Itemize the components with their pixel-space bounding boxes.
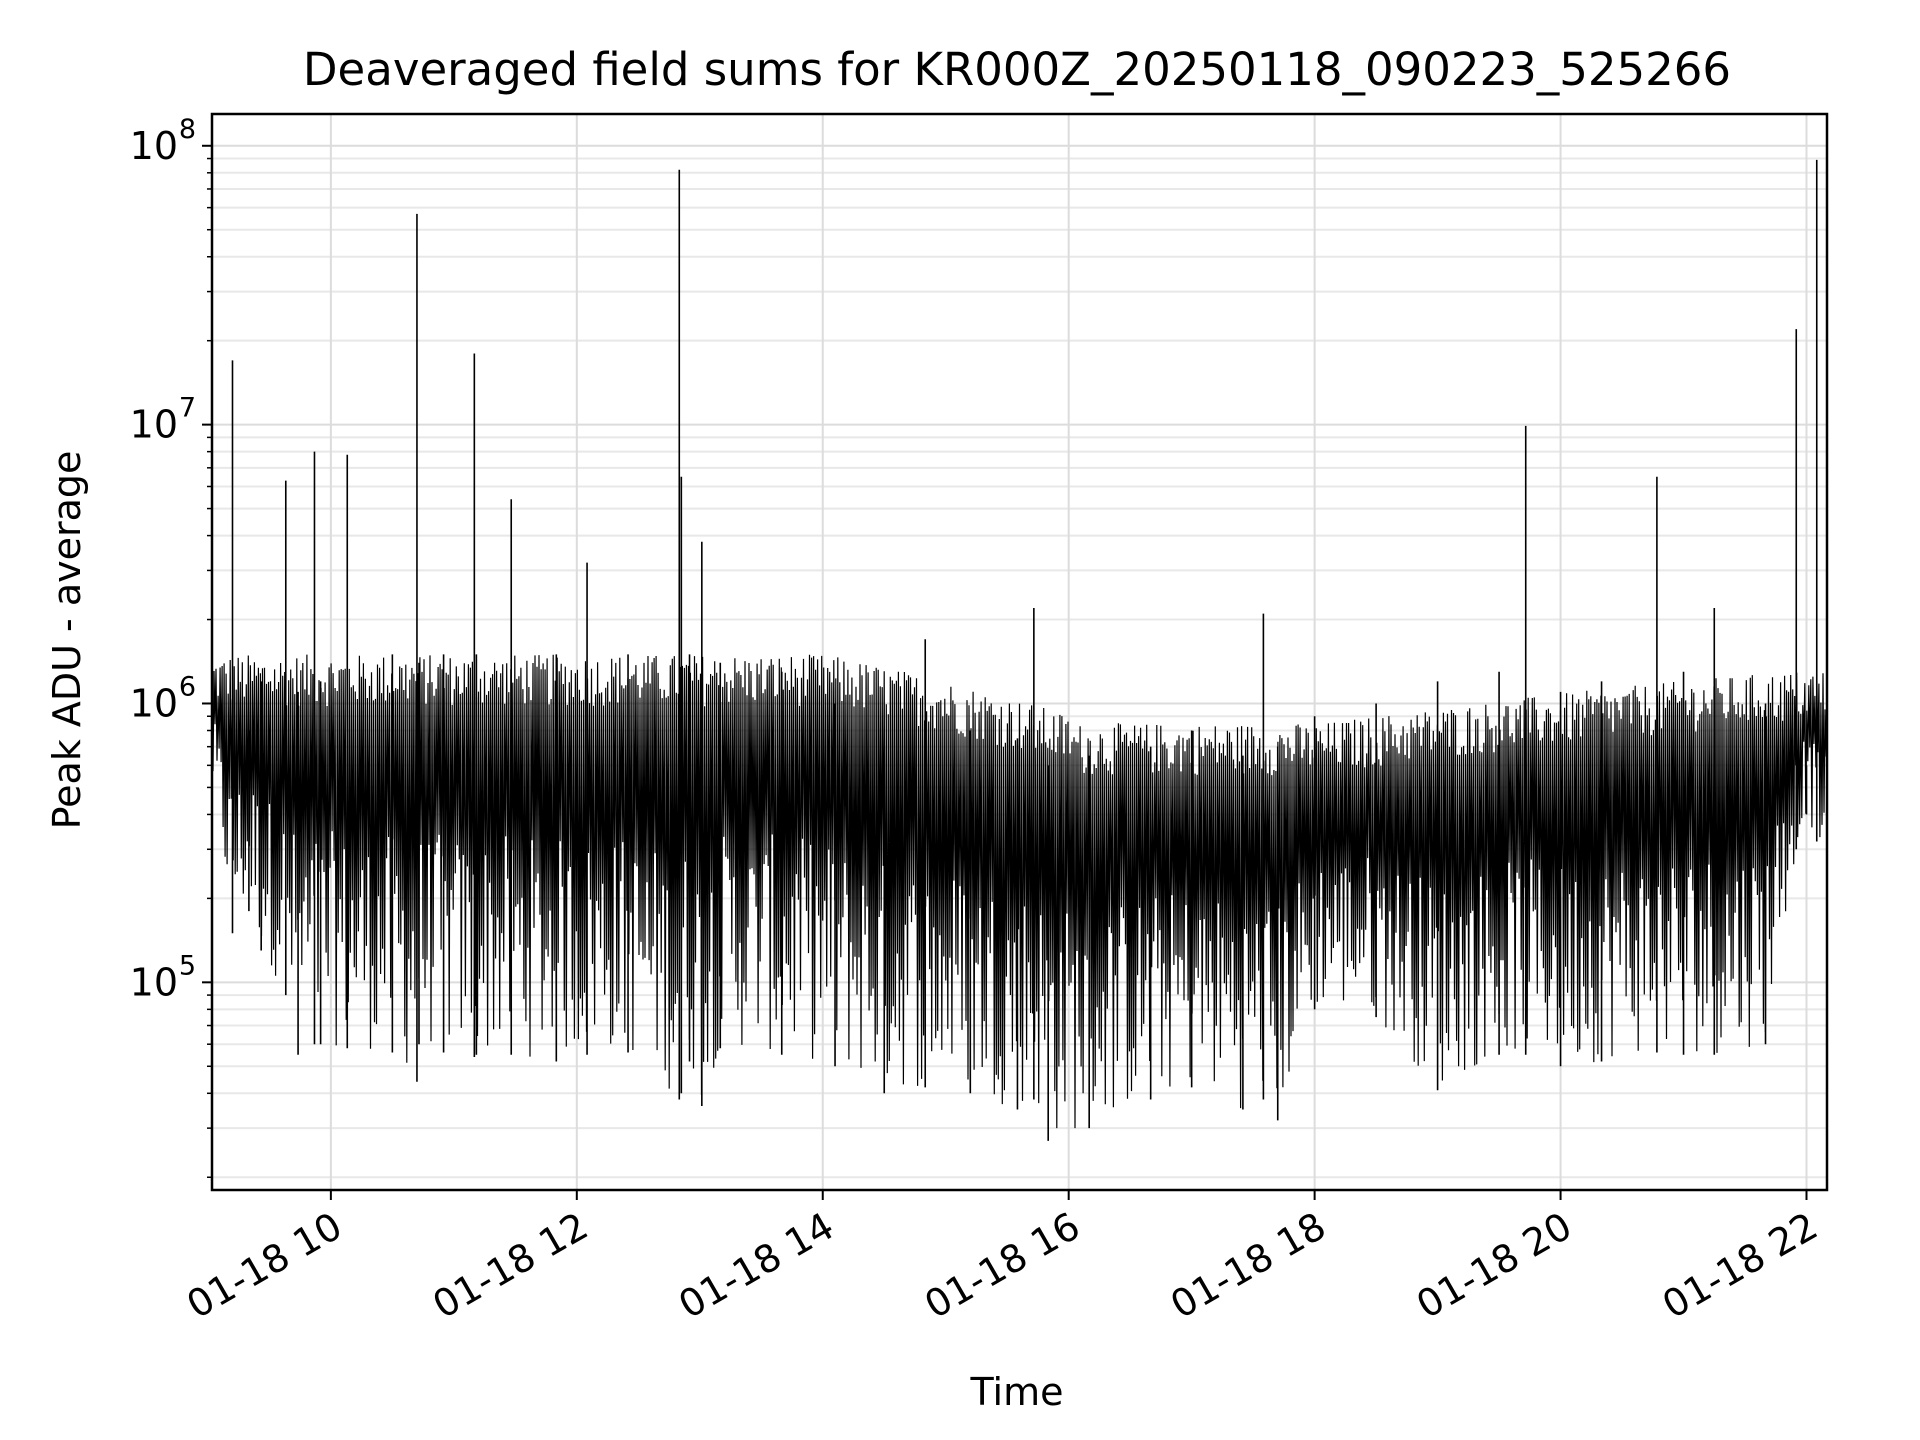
y-tick-label: 10 [130, 960, 178, 1004]
series-trace [212, 654, 1827, 1129]
y-tick-label: 10 [130, 403, 178, 447]
y-tick-label: 10 [130, 124, 178, 168]
chart-title: Deaveraged field sums for KR000Z_2025011… [303, 43, 1731, 96]
plot-frame [210, 112, 1829, 1192]
y-tick-label-exponent: 7 [179, 393, 196, 424]
data-series [212, 159, 1827, 1141]
x-axis-label: Time [970, 1370, 1064, 1414]
y-axis-label: Peak ADU - average [45, 451, 89, 830]
y-tick-label: 10 [130, 681, 178, 725]
y-tick-label-exponent: 5 [179, 950, 196, 981]
y-tick-label-exponent: 8 [179, 114, 196, 145]
y-tick-label-exponent: 6 [179, 671, 196, 702]
